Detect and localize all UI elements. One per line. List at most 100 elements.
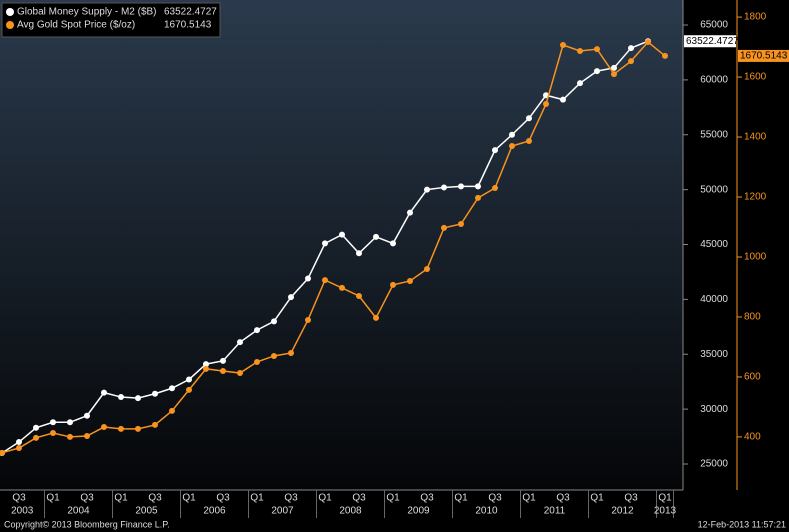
data-point — [611, 71, 617, 78]
x-tick-label: Q3 — [488, 493, 502, 504]
last-value-tag — [684, 35, 736, 48]
x-tick-label: Q1 — [386, 493, 400, 504]
data-point — [101, 389, 107, 396]
year-label: 2003 — [11, 506, 34, 517]
y2-tick-label: 400 — [744, 432, 761, 443]
y2-tick-label: 1600 — [744, 72, 767, 83]
data-point — [67, 433, 73, 440]
data-point — [186, 386, 192, 393]
y-tick-label: 30000 — [700, 404, 728, 415]
data-point — [152, 390, 158, 397]
last-value-label: 63522.4727 — [686, 36, 739, 47]
y-tick-label: 60000 — [700, 75, 728, 86]
x-tick-label: Q3 — [12, 493, 26, 504]
series-line — [1, 40, 666, 454]
data-point — [305, 275, 311, 282]
y-tick-label: 45000 — [700, 239, 728, 250]
data-point — [101, 424, 107, 431]
x-tick-label: Q3 — [420, 493, 434, 504]
y2-tick-label: 1400 — [744, 132, 767, 143]
data-point — [118, 394, 124, 401]
data-point — [458, 183, 464, 190]
year-label: 2013 — [654, 506, 677, 517]
data-point — [16, 445, 22, 452]
data-point — [407, 277, 413, 284]
legend-value: 63522.4727 — [164, 7, 217, 18]
data-point — [271, 318, 277, 325]
x-tick-label: Q1 — [318, 493, 332, 504]
y-tick-label: 25000 — [700, 459, 728, 470]
data-point — [424, 186, 430, 193]
year-label: 2009 — [407, 506, 430, 517]
data-point — [543, 101, 549, 108]
data-point — [526, 137, 532, 144]
year-label: 2006 — [203, 506, 226, 517]
year-label: 2010 — [475, 506, 498, 517]
data-point — [441, 184, 447, 191]
y2-tick-label: 800 — [744, 312, 761, 323]
x-tick-label: Q1 — [522, 493, 536, 504]
plot-area — [0, 0, 683, 490]
data-point — [152, 421, 158, 428]
data-point — [220, 357, 226, 364]
x-tick-label: Q1 — [182, 493, 196, 504]
legend-label: Avg Gold Spot Price ($/oz) — [17, 20, 135, 31]
data-point — [373, 233, 379, 240]
data-point — [135, 395, 141, 402]
data-point — [577, 47, 583, 54]
data-point — [390, 281, 396, 288]
data-point — [16, 439, 22, 446]
x-tick-label: Q1 — [658, 493, 672, 504]
year-label: 2004 — [67, 506, 90, 517]
data-point — [492, 147, 498, 154]
y2-tick-label: 600 — [744, 372, 761, 383]
data-point — [475, 183, 481, 190]
year-label: 2011 — [544, 506, 566, 517]
data-point — [356, 292, 362, 299]
data-point — [33, 434, 39, 441]
data-point — [237, 370, 243, 377]
legend-label: Global Money Supply - M2 ($B) — [17, 7, 157, 18]
copyright: Copyright© 2013 Bloomberg Finance L.P. — [4, 519, 170, 529]
data-point — [526, 115, 532, 122]
data-point — [475, 194, 481, 201]
y-tick-label: 55000 — [700, 129, 728, 140]
data-point — [288, 294, 294, 301]
data-point — [203, 365, 209, 372]
data-point — [560, 96, 566, 103]
year-label: 2007 — [271, 506, 294, 517]
y-tick-label: 35000 — [700, 349, 728, 360]
timestamp: 12-Feb-2013 11:57:21 — [698, 519, 786, 529]
data-point — [645, 38, 651, 45]
y-tick-label: 65000 — [700, 20, 728, 31]
data-point — [339, 284, 345, 291]
data-point — [356, 250, 362, 257]
x-tick-label: Q3 — [80, 493, 94, 504]
x-tick-label: Q3 — [148, 493, 162, 504]
data-point — [594, 46, 600, 53]
data-point — [271, 352, 277, 359]
legend-value: 1670.5143 — [164, 20, 212, 31]
data-point — [84, 433, 90, 440]
legend — [1, 2, 221, 38]
data-point — [254, 358, 260, 365]
x-tick-label: Q3 — [284, 493, 298, 504]
data-point — [509, 131, 515, 138]
data-point — [305, 316, 311, 323]
data-point — [118, 425, 124, 432]
data-point — [203, 361, 209, 368]
data-point — [322, 240, 328, 247]
y2-tick-label: 1200 — [744, 192, 767, 203]
y-tick-label: 50000 — [700, 184, 728, 195]
x-tick-label: Q3 — [352, 493, 366, 504]
data-point — [84, 412, 90, 419]
x-tick-label: Q3 — [624, 493, 638, 504]
x-tick-label: Q1 — [114, 493, 128, 504]
x-tick-label: Q3 — [556, 493, 570, 504]
data-point — [50, 430, 56, 437]
data-point — [169, 385, 175, 392]
data-point — [373, 314, 379, 321]
data-point — [611, 64, 617, 71]
